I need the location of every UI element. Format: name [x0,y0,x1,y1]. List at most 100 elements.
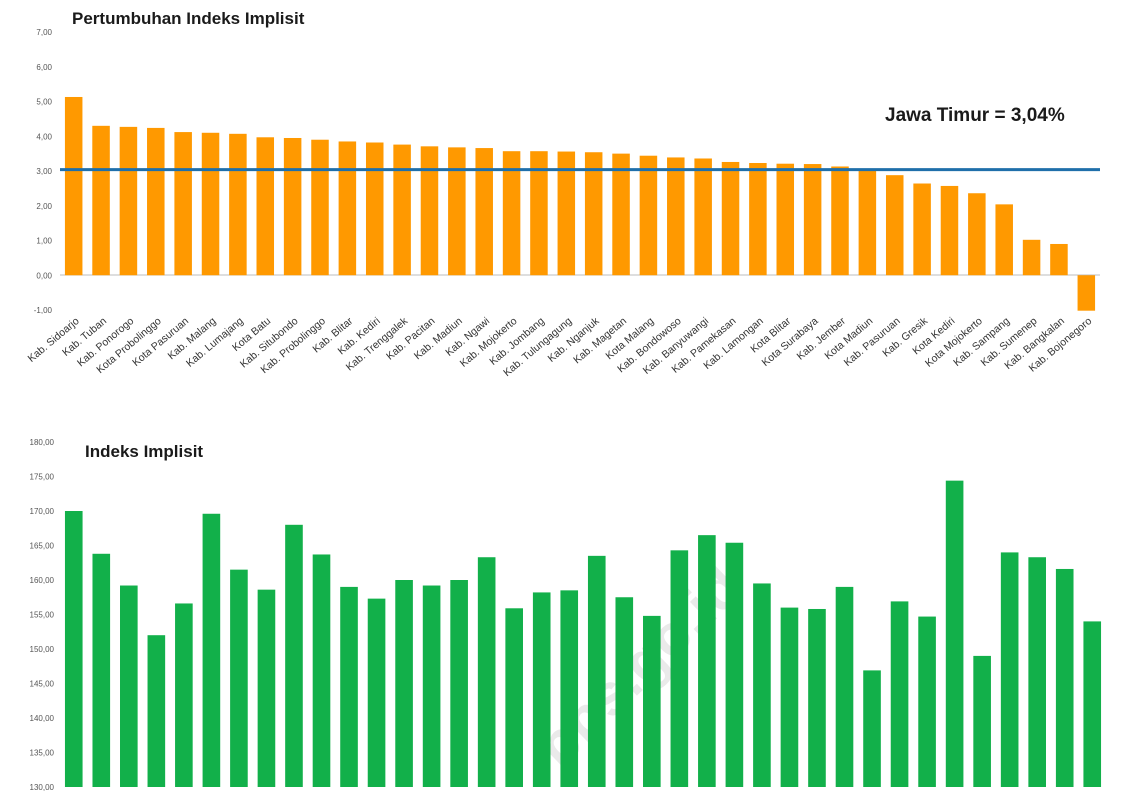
growth-y-tick: 6,00 [36,63,52,72]
implicit-index-bar [835,586,854,787]
implicit-index-y-tick: 140,00 [30,714,55,723]
implicit-index-bar [753,583,771,787]
growth-bar [311,139,329,276]
implicit-index-bar [1083,621,1102,787]
implicit-index-bar [918,616,936,787]
growth-bar [667,157,685,276]
growth-y-tick: 2,00 [36,202,52,211]
implicit-index-y-tick: 160,00 [30,576,55,585]
implicit-index-bar [1055,568,1074,787]
growth-bar [475,148,493,276]
growth-bar [338,141,357,276]
growth-bar [639,155,658,276]
growth-bar [365,142,384,276]
implicit-index-bar [395,580,413,787]
implicit-index-bar [285,524,303,787]
growth-bar [448,147,466,276]
growth-bar [913,183,931,276]
implicit-index-bar [505,608,523,787]
growth-bar [1077,275,1096,311]
growth-bar [858,168,877,276]
implicit-index-bar [367,598,386,787]
growth-y-tick: 4,00 [36,132,52,141]
growth-y-tick: 3,00 [36,167,52,176]
implicit-index-y-tick: 180,00 [30,438,55,447]
growth-bar [995,204,1013,276]
implicit-index-bar [643,615,661,787]
watermark: bps.go.id [524,554,755,780]
growth-bar [803,164,822,276]
implicit-index-bar [560,590,579,787]
growth-bar [420,146,439,276]
growth-bar [530,151,548,276]
implicit-index-bar [312,554,331,787]
growth-y-tick: 7,00 [36,28,52,37]
implicit-index-bar [698,535,716,787]
implicit-index-y-tick: 145,00 [30,680,55,689]
implicit-index-bar [587,555,606,787]
growth-bar [1050,243,1068,276]
growth-bar [256,137,275,276]
implicit-index-y-tick: 170,00 [30,507,55,516]
growth-y-tick: -1,00 [34,306,53,315]
implicit-index-bar [973,655,991,787]
implicit-index-bar [615,597,634,787]
growth-bars [64,96,1096,311]
growth-bar [229,133,247,276]
implicit-index-bar [450,580,468,787]
implicit-index-bar [202,513,221,787]
growth-bar [557,151,576,276]
growth-chart: Pertumbuhan Indeks Implisit -1,00 0,00 1,0… [26,9,1100,379]
growth-bar [612,153,630,276]
implicit-index-y-tick: 155,00 [30,611,55,620]
growth-bar [119,126,138,276]
implicit-index-bar [780,607,799,787]
implicit-index-bar [147,635,166,787]
growth-bar [721,161,740,276]
implicit-index-y-tick: 135,00 [30,749,55,758]
implicit-index-title: Indeks Implisit [85,442,203,461]
implicit-index-y-tick: 165,00 [30,542,55,551]
implicit-index-chart: Indeks Implisit 130,00 135,00 140,00 145,00… [30,438,1102,792]
growth-bar [147,127,165,276]
implicit-index-bar [890,601,909,787]
growth-y-tick: 1,00 [36,237,52,246]
implicit-index-y-tick: 130,00 [30,783,55,792]
implicit-index-bar [64,511,83,787]
growth-bar [393,144,411,276]
implicit-index-y-tick: 175,00 [30,473,55,482]
implicit-index-bar [92,553,111,787]
growth-bar [502,151,521,276]
implicit-index-bar [257,589,276,787]
implicit-index-bar [725,542,744,787]
jawa-timur-reference-label: Jawa Timur = 3,04% [885,105,1065,126]
growth-bar [92,125,110,276]
implicit-index-bar [477,557,496,787]
growth-bar [584,152,603,276]
growth-bar [885,175,904,276]
implicit-index-y-tick: 150,00 [30,645,55,654]
growth-bar [968,193,986,276]
growth-bar [174,132,192,276]
growth-bar [64,96,83,276]
implicit-index-y-axis: 130,00 135,00 140,00 145,00 150,00 155,00 160,… [30,438,55,792]
implicit-index-bar [945,480,964,787]
growth-bar [201,132,220,276]
implicit-index-bar [175,603,193,787]
implicit-index-bar [230,569,248,787]
growth-y-axis: -1,00 0,00 1,00 2,00 3,00 4,00 5,00 6,00 7,00 [34,28,53,315]
implicit-index-bar [808,608,826,787]
growth-chart-title: Pertumbuhan Indeks Implisit [72,9,305,28]
implicit-index-bar [1028,557,1046,787]
implicit-index-bar [120,585,138,787]
growth-bar [694,158,712,276]
implicit-index-bar [863,670,881,787]
growth-y-tick: 5,00 [36,98,52,107]
implicit-index-bar [422,585,441,787]
implicit-index-bars [64,480,1102,787]
implicit-index-bar [670,550,689,787]
growth-y-tick: 0,00 [36,271,52,280]
implicit-index-bar [532,592,551,787]
